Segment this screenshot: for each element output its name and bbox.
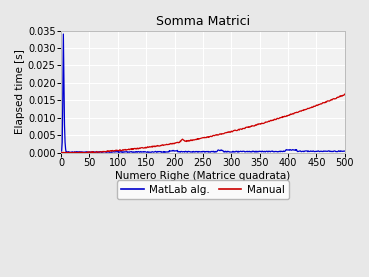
Title: Somma Matrici: Somma Matrici <box>156 15 250 28</box>
Y-axis label: Elapsed time [s]: Elapsed time [s] <box>15 49 25 134</box>
Legend: MatLab alg., Manual: MatLab alg., Manual <box>117 180 289 199</box>
X-axis label: Numero Righe (Matrice quadrata): Numero Righe (Matrice quadrata) <box>115 171 290 181</box>
